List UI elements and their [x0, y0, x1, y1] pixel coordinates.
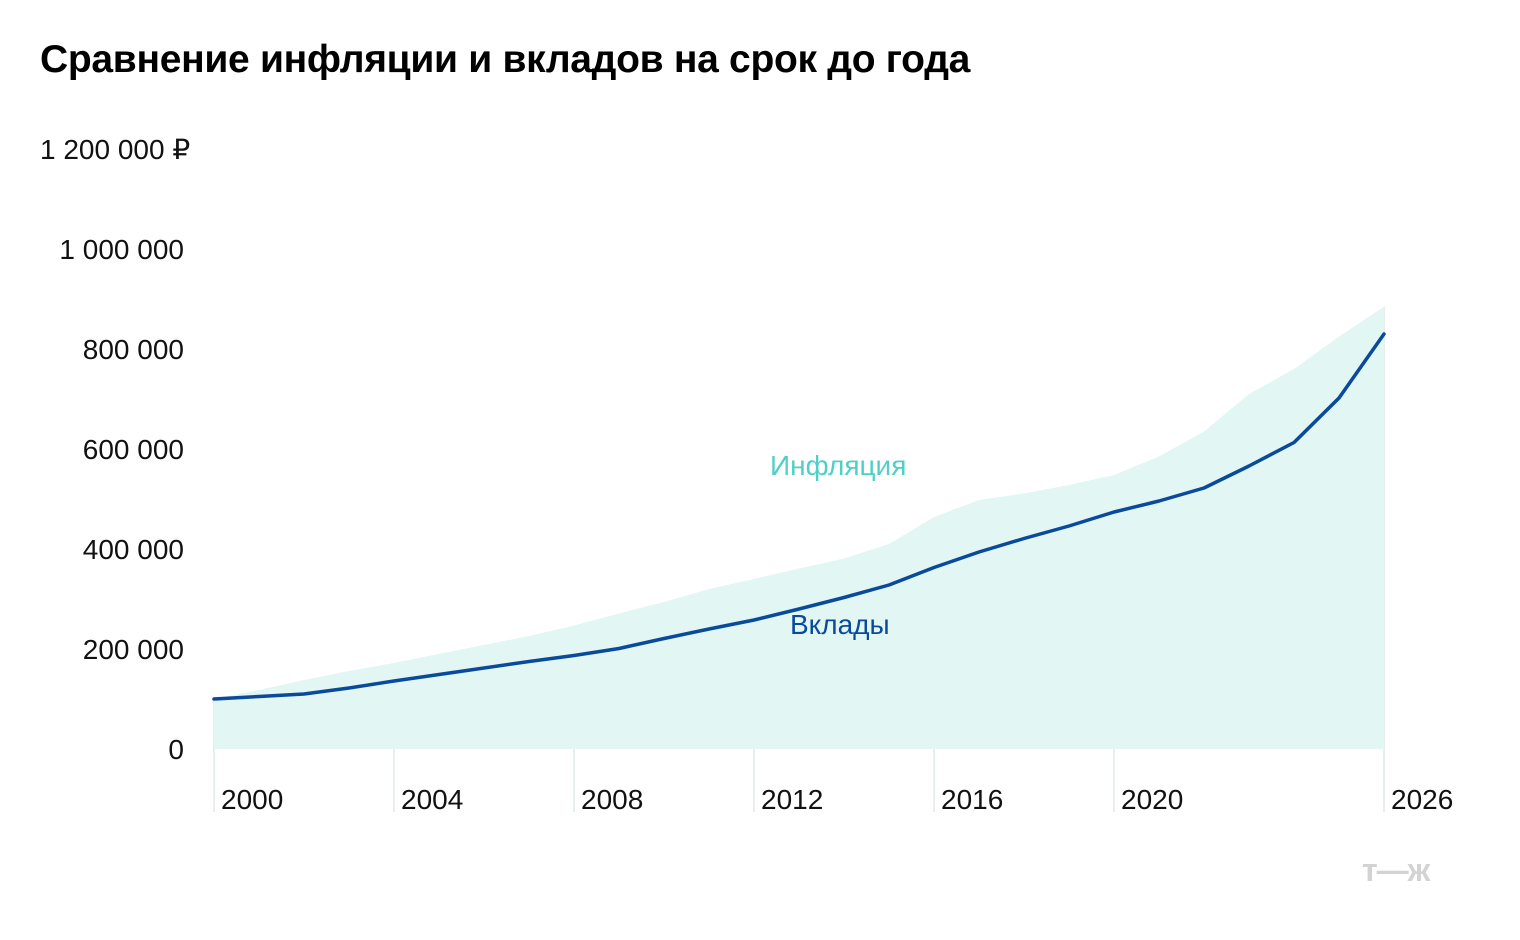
deposits-line	[212, 332, 1386, 701]
deposits-series-label: Вклады	[790, 609, 890, 640]
y-tick-label: 1 200 000 ₽	[40, 134, 190, 165]
inflation-series-label: Инфляция	[770, 450, 906, 481]
y-axis-ticks: 1 200 000 ₽ 1 000 000 800 000 600 000 400 00…	[40, 134, 190, 765]
x-tick-label: 2004	[401, 784, 463, 815]
x-axis-ticks: 2000 2004 2008 2012 2016 2020 2026	[221, 784, 1453, 815]
y-tick-label: 200 000	[83, 634, 184, 665]
y-tick-label: 1 000 000	[59, 234, 184, 265]
y-tick-label: 800 000	[83, 334, 184, 365]
x-tick-label: 2020	[1121, 784, 1183, 815]
x-tick-label: 2000	[221, 784, 283, 815]
y-tick-label: 0	[168, 734, 184, 765]
x-tick-label: 2012	[761, 784, 823, 815]
tzh-logo: т—ж	[1362, 852, 1431, 888]
inflation-area	[214, 306, 1384, 749]
x-tick-label: 2026	[1391, 784, 1453, 815]
x-tick-label: 2008	[581, 784, 643, 815]
x-tick-label: 2016	[941, 784, 1003, 815]
y-tick-label: 600 000	[83, 434, 184, 465]
chart-title: Сравнение инфляции и вкладов на срок до …	[40, 38, 971, 81]
y-tick-label: 400 000	[83, 534, 184, 565]
